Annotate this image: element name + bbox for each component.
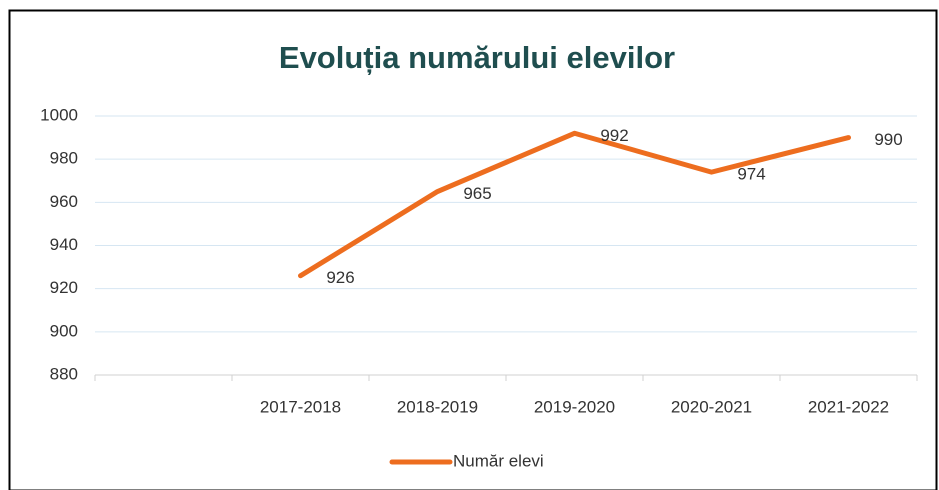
- data-line: [298, 130, 851, 279]
- x-tick-label: 2021-2022: [808, 397, 889, 416]
- data-label: 965: [463, 184, 491, 203]
- x-tick-label: 2020-2021: [671, 397, 752, 416]
- y-tick-label: 940: [50, 235, 78, 254]
- data-label: 974: [737, 165, 765, 184]
- x-tick-label: 2018-2019: [397, 397, 478, 416]
- data-label: 990: [874, 130, 902, 149]
- y-tick-label: 920: [50, 278, 78, 297]
- data-label: 992: [600, 126, 628, 145]
- y-tick-label: 880: [50, 364, 78, 383]
- data-label: 926: [326, 268, 354, 287]
- y-tick-label: 900: [50, 321, 78, 340]
- y-tick-label: 960: [50, 192, 78, 211]
- x-tick-label: 2019-2020: [534, 397, 615, 416]
- y-tick-label: 1000: [40, 105, 78, 124]
- y-tick-label: 980: [50, 149, 78, 168]
- chart-frame: [8, 9, 938, 490]
- legend-label: Număr elevi: [453, 451, 544, 470]
- x-tick-label: 2017-2018: [260, 397, 341, 416]
- chart-title: Evoluția numărului elevilor: [279, 40, 675, 75]
